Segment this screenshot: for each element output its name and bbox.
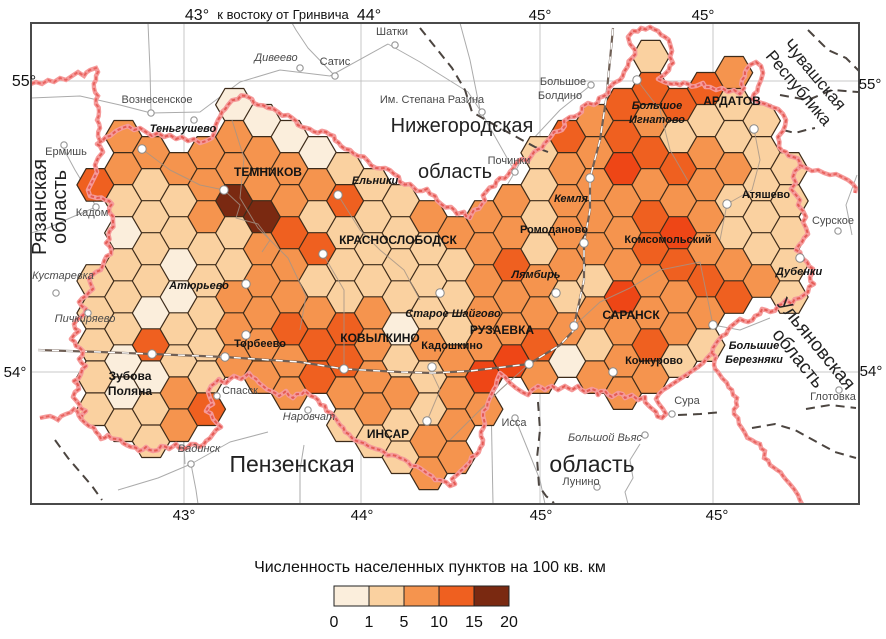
svg-text:Вознесенское: Вознесенское <box>122 94 193 106</box>
svg-text:Пензенская: Пензенская <box>229 451 354 477</box>
svg-text:область: область <box>49 170 71 244</box>
svg-text:ТЕМНИКОВ: ТЕМНИКОВ <box>234 165 302 179</box>
svg-text:Торбеево: Торбеево <box>234 338 286 350</box>
svg-text:Кемля: Кемля <box>554 193 588 205</box>
svg-text:АРДАТОВ: АРДАТОВ <box>703 94 761 108</box>
svg-text:45°: 45° <box>529 7 552 24</box>
svg-text:Сурское: Сурское <box>812 215 854 227</box>
svg-text:РУЗАЕВКА: РУЗАЕВКА <box>470 323 534 337</box>
svg-text:Зубова: Зубова <box>109 369 152 383</box>
svg-text:1: 1 <box>365 614 374 631</box>
svg-text:Большие: Большие <box>729 340 780 352</box>
svg-text:Дивеево: Дивеево <box>252 52 297 64</box>
svg-text:Игнатово: Игнатово <box>629 114 685 126</box>
svg-text:Атюрьево: Атюрьево <box>168 280 229 292</box>
svg-text:Шатки: Шатки <box>376 26 408 38</box>
svg-text:Им. Степана Разина: Им. Степана Разина <box>380 94 485 106</box>
svg-text:Большое: Большое <box>632 100 683 112</box>
svg-text:к востоку от Гринвича: к востоку от Гринвича <box>217 7 349 22</box>
svg-text:Лямбирь: Лямбирь <box>511 269 561 281</box>
svg-text:Поляна: Поляна <box>108 384 153 398</box>
svg-text:43°: 43° <box>185 7 209 24</box>
svg-text:Лунино: Лунино <box>562 476 599 488</box>
svg-text:55°: 55° <box>859 76 882 93</box>
svg-text:Вадинск: Вадинск <box>178 443 221 455</box>
svg-text:САРАНСК: САРАНСК <box>602 308 660 322</box>
svg-text:Сатис: Сатис <box>320 56 351 68</box>
svg-text:Болдино: Болдино <box>538 90 582 102</box>
svg-text:45°: 45° <box>706 507 729 524</box>
svg-text:Починки: Починки <box>488 155 531 167</box>
svg-text:45°: 45° <box>530 507 553 524</box>
svg-text:54°: 54° <box>4 364 27 381</box>
svg-text:15: 15 <box>465 614 483 631</box>
svg-text:0: 0 <box>330 614 339 631</box>
svg-text:44°: 44° <box>357 7 381 24</box>
svg-text:Ромоданово: Ромоданово <box>520 224 588 236</box>
svg-text:54°: 54° <box>860 363 883 380</box>
svg-text:Численность населенных пунктов: Численность населенных пунктов на 100 кв… <box>254 559 606 576</box>
svg-text:Березняки: Березняки <box>725 354 783 366</box>
svg-text:область: область <box>418 161 492 183</box>
svg-text:Кадошкино: Кадошкино <box>421 340 483 352</box>
svg-text:КРАСНОСЛОБОДСК: КРАСНОСЛОБОДСК <box>339 233 457 247</box>
svg-text:10: 10 <box>430 614 448 631</box>
svg-text:Атяшево: Атяшево <box>742 189 791 201</box>
svg-text:Кадом: Кадом <box>76 207 109 219</box>
svg-text:Теньгушево: Теньгушево <box>150 123 217 135</box>
svg-text:Дубенки: Дубенки <box>775 266 823 278</box>
svg-text:20: 20 <box>500 614 518 631</box>
svg-text:Большое: Большое <box>540 76 586 88</box>
svg-text:55°: 55° <box>12 73 36 90</box>
svg-text:44°: 44° <box>351 507 374 524</box>
svg-text:Ермишь: Ермишь <box>45 146 87 158</box>
svg-text:Нижегородская: Нижегородская <box>391 115 534 137</box>
svg-text:Комсомольский: Комсомольский <box>624 234 711 246</box>
svg-text:Большой Вьяс: Большой Вьяс <box>568 432 642 444</box>
svg-text:Глотовка: Глотовка <box>810 391 857 403</box>
svg-text:45°: 45° <box>692 7 715 24</box>
svg-text:область: область <box>549 451 634 477</box>
svg-text:Ельники: Ельники <box>352 175 399 187</box>
svg-text:Кочкурово: Кочкурово <box>625 355 683 367</box>
svg-text:Сура: Сура <box>674 395 700 407</box>
svg-text:ИНСАР: ИНСАР <box>367 427 409 441</box>
svg-text:5: 5 <box>400 614 409 631</box>
svg-text:Спасск: Спасск <box>222 385 258 397</box>
svg-text:Пичкиряево: Пичкиряево <box>55 313 116 325</box>
svg-text:43°: 43° <box>173 507 196 524</box>
svg-text:Кустаревка: Кустаревка <box>32 270 94 282</box>
svg-text:Исса: Исса <box>501 417 527 429</box>
svg-text:Старое Шайгово: Старое Шайгово <box>405 308 501 320</box>
svg-text:Наровчат: Наровчат <box>283 411 335 423</box>
svg-text:Рязанская: Рязанская <box>29 159 51 255</box>
svg-text:КОВЫЛКИНО: КОВЫЛКИНО <box>340 331 419 345</box>
